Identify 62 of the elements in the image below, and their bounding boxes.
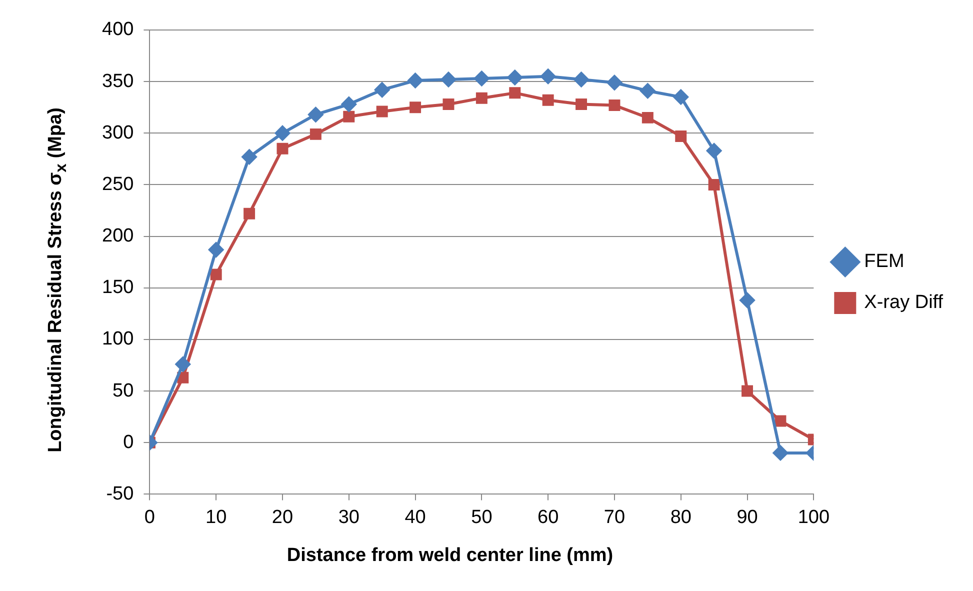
x-tick-label: 0	[144, 506, 155, 528]
point	[772, 445, 788, 460]
point	[408, 73, 423, 88]
y-tick-label: 350	[102, 70, 134, 92]
point	[276, 142, 288, 154]
point	[740, 292, 755, 308]
point	[542, 94, 554, 106]
point	[706, 143, 722, 158]
x-tick-label: 10	[206, 506, 227, 528]
y-tick-label: 300	[102, 122, 134, 144]
y-tick-label: 200	[102, 226, 134, 247]
point	[242, 149, 257, 164]
point	[640, 83, 656, 98]
point	[310, 128, 322, 140]
point	[442, 98, 454, 110]
point	[540, 68, 556, 84]
point	[574, 72, 589, 88]
legend-label: FEM	[864, 251, 904, 272]
point	[742, 385, 754, 397]
point	[341, 96, 356, 112]
y-tick-label: 0	[123, 432, 134, 453]
point	[509, 87, 521, 99]
y-tick-label: 150	[102, 277, 134, 298]
legend-label: X-ray Diff	[864, 292, 944, 314]
point	[576, 98, 588, 110]
x-tick-label: 60	[538, 506, 559, 528]
point	[410, 102, 422, 114]
x-tick-label: 100	[798, 506, 830, 528]
x-tick-label: 20	[272, 506, 294, 528]
point	[177, 372, 189, 384]
point	[608, 100, 620, 112]
point	[208, 242, 224, 258]
point	[474, 70, 490, 86]
point	[343, 110, 355, 122]
point	[308, 107, 324, 122]
point	[675, 130, 687, 142]
x-tick-label: 40	[404, 506, 426, 528]
point	[476, 92, 488, 104]
x-axis-title: Distance from weld center line (mm)	[286, 545, 614, 567]
point	[507, 70, 522, 85]
x-tick-label: 70	[604, 506, 626, 528]
point	[774, 415, 786, 427]
x-tick-label: 30	[338, 506, 360, 528]
point	[642, 112, 654, 124]
point	[440, 72, 456, 88]
y-tick-label: 250	[102, 174, 134, 195]
point	[374, 82, 390, 98]
x-tick-label: 80	[670, 506, 692, 528]
y-tick-label: -50	[106, 483, 134, 504]
point	[708, 178, 720, 190]
y-tick-label: 400	[102, 19, 134, 40]
point	[210, 268, 222, 280]
point	[376, 106, 388, 118]
point	[175, 356, 190, 372]
point	[673, 90, 688, 105]
y-tick-label: 50	[112, 380, 134, 402]
x-tick-label: 50	[471, 506, 492, 528]
point	[606, 75, 622, 90]
point	[274, 126, 290, 141]
x-tick-label: 90	[736, 506, 758, 528]
y-tick-label: 100	[102, 328, 134, 350]
point	[244, 208, 256, 220]
